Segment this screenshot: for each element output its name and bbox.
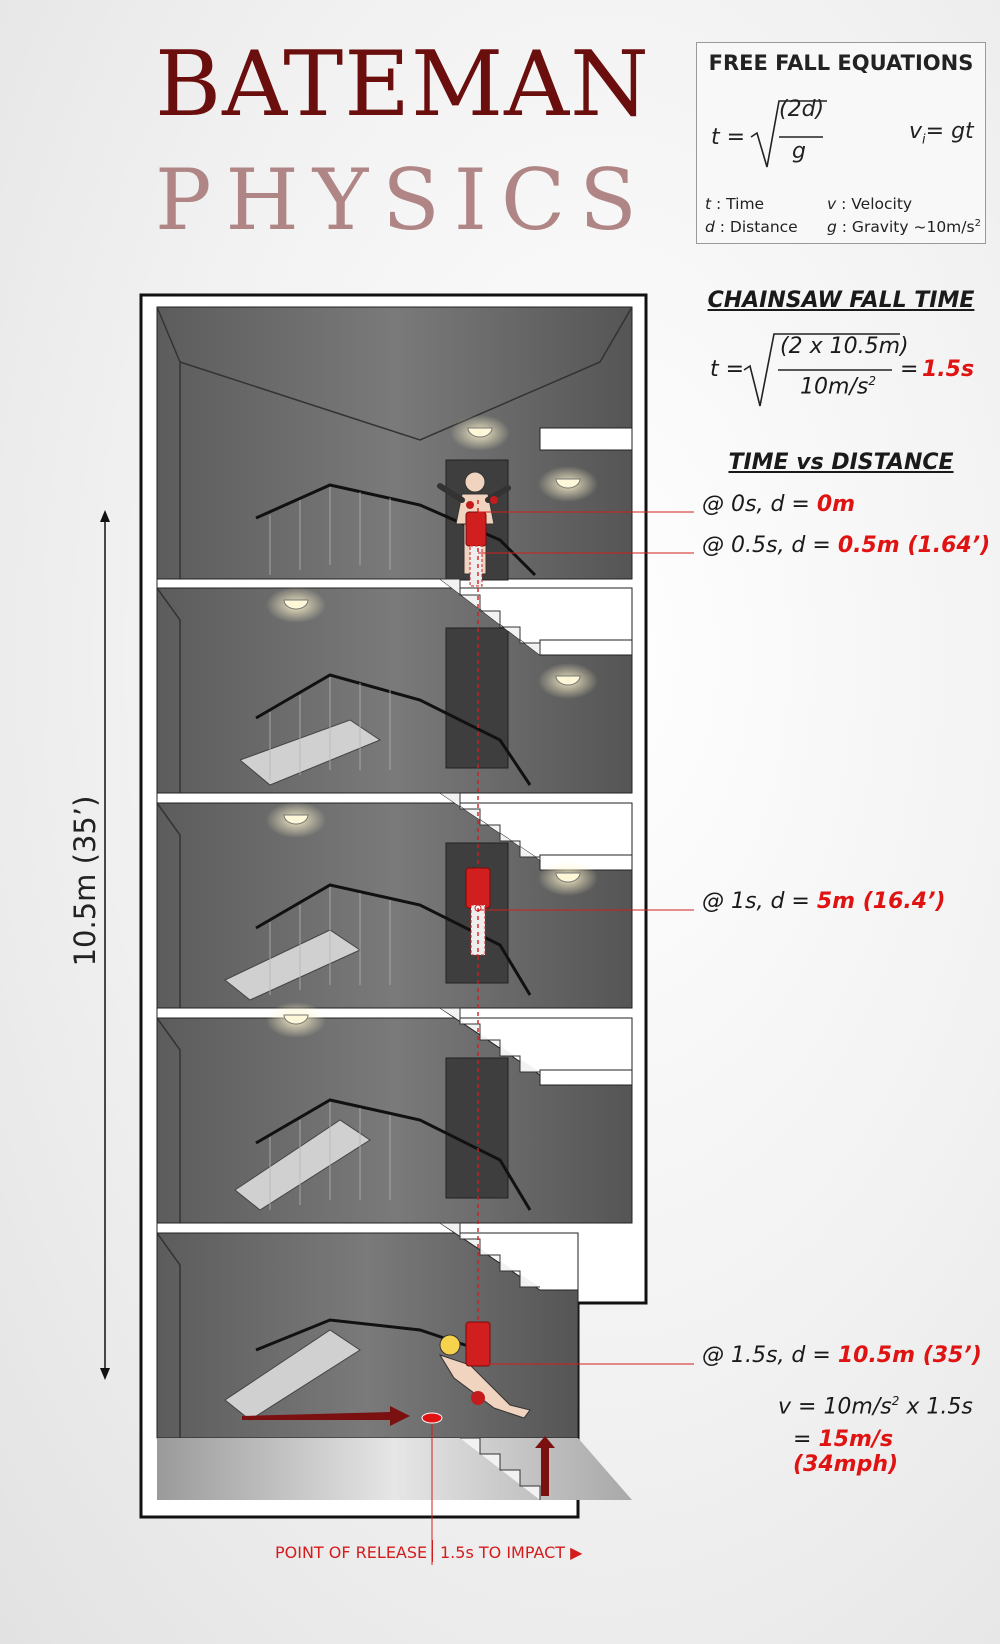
fall-time-lhs: t = (710, 357, 745, 382)
ceiling-lamp-icon (266, 415, 598, 1038)
impact-velocity-line1: v = 10m/s2 x 1.5s (778, 1394, 973, 1420)
chainsaw-fall-time-title: CHAINSAW FALL TIME (707, 288, 975, 313)
time-equation-denominator: g (792, 139, 806, 164)
fall-time-denominator: 10m/s2 (800, 374, 876, 400)
time-vs-distance-title: TIME vs DISTANCE (728, 450, 954, 475)
fall-time-equals: = (900, 357, 919, 382)
title-physics: PHYSICS (155, 151, 651, 249)
tvd-point-0s: @ 0s, d = 0m (702, 492, 856, 517)
equations-title: FREE FALL EQUATIONS (708, 51, 974, 75)
velocity-equation: vi= gt (909, 119, 974, 148)
floor-arrow-icon (242, 1406, 555, 1496)
dimension-arrow-icon (100, 510, 110, 1380)
title-bateman: BATEMAN (155, 32, 650, 137)
fall-time-numerator: (2 x 10.5m) (780, 334, 909, 359)
time-equation-lhs: t = (711, 125, 746, 150)
legend-velocity: v : Velocity (827, 195, 913, 213)
tvd-point-15s: @ 1.5s, d = 10.5m (35’) (702, 1343, 982, 1368)
legend-time: t : Time (705, 195, 765, 213)
free-fall-equations-box: FREE FALL EQUATIONS t = (2d) g vi= gt t … (696, 42, 986, 244)
tvd-point-1s: @ 1s, d = 5m (16.4’) (702, 889, 946, 914)
impact-velocity-line2: = 15m/s (34mph) (793, 1427, 899, 1477)
tvd-point-05s: @ 0.5s, d = 0.5m (1.64’) (702, 533, 991, 558)
release-divider (432, 1540, 433, 1562)
legend-distance: d : Distance (705, 218, 798, 236)
legend-gravity: g : Gravity ~10m/s2 (827, 218, 981, 237)
point-of-release-label: POINT OF RELEASE (275, 1543, 428, 1562)
fall-time-result: 1.5s (922, 357, 975, 382)
sqrt-sign-icon (750, 100, 827, 168)
time-to-impact-label: 1.5s TO IMPACT ▶ (440, 1543, 583, 1562)
sqrt-sign-icon (743, 333, 900, 407)
time-equation-numerator: (2d) (779, 97, 825, 122)
